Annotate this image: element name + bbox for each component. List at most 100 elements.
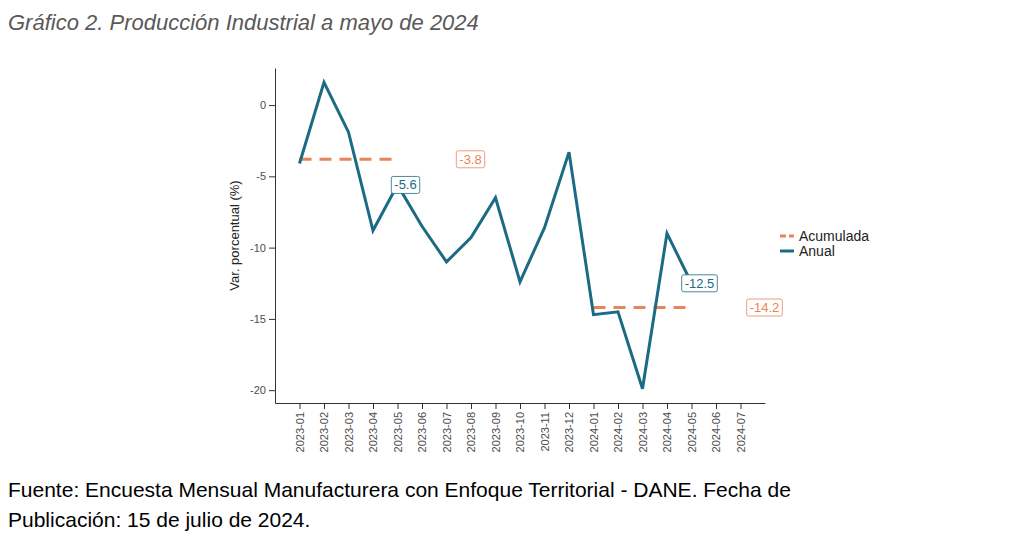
y-tick-label: -5 xyxy=(256,170,266,182)
y-tick: -15 xyxy=(250,313,275,325)
x-tick: 2024-03 xyxy=(637,403,649,452)
annotation: -12.5 xyxy=(682,275,718,292)
x-tick: 2023-02 xyxy=(318,403,330,452)
x-tick-mark xyxy=(300,403,301,409)
x-tick-label: 2023-12 xyxy=(563,412,575,452)
series-line xyxy=(300,159,692,307)
y-tick-label: -10 xyxy=(250,242,266,254)
plot-area xyxy=(300,82,692,388)
x-tick-label: 2024-07 xyxy=(735,412,747,452)
y-tick-label: 0 xyxy=(260,99,266,111)
source: Fuente: Encuesta Mensual Manufacturera c… xyxy=(8,478,791,501)
x-tick-label: 2024-03 xyxy=(637,412,649,452)
x-tick-mark xyxy=(471,403,472,409)
annotation-label: -5.6 xyxy=(394,177,416,192)
y-tick: 0 xyxy=(260,99,275,111)
legend: AcumuladaAnual xyxy=(780,228,869,259)
x-tick: 2023-08 xyxy=(465,403,477,452)
x-tick: 2023-10 xyxy=(514,403,526,452)
title: Gráfico 2. Producción Industrial a mayo … xyxy=(8,10,479,35)
x-tick-label: 2024-06 xyxy=(710,412,722,452)
x-tick: 2024-07 xyxy=(735,403,747,452)
legend-label: Acumulada xyxy=(799,228,869,244)
x-tick-mark xyxy=(496,403,497,409)
y-tick-mark xyxy=(269,176,275,177)
x-tick-mark xyxy=(569,403,570,409)
y-tick-mark xyxy=(269,248,275,249)
y-tick-mark xyxy=(269,105,275,106)
legend-item: Acumulada xyxy=(780,228,869,244)
x-tick-mark xyxy=(643,403,644,409)
x-tick-label: 2023-04 xyxy=(367,412,379,452)
annotations: -3.8 -5.6 -12.5 -14.2 xyxy=(391,151,782,316)
legend-item: Anual xyxy=(780,243,835,259)
x-tick-label: 2023-02 xyxy=(318,412,330,452)
series-line xyxy=(300,82,692,388)
x-tick-label: 2023-09 xyxy=(490,412,502,452)
annotation: -3.8 xyxy=(456,151,484,168)
x-tick-mark xyxy=(520,403,521,409)
x-tick-mark xyxy=(324,403,325,409)
y-axis-title: Var. porcentual (%) xyxy=(227,180,242,290)
annotation-label: -12.5 xyxy=(685,276,715,291)
x-tick: 2023-11 xyxy=(539,403,551,452)
x-tick-mark xyxy=(373,403,374,409)
x-tick-mark xyxy=(422,403,423,409)
x-tick-mark xyxy=(545,403,546,409)
x-tick-label: 2024-05 xyxy=(686,412,698,452)
x-tick-mark xyxy=(692,403,693,409)
x-tick-label: 2023-01 xyxy=(294,412,306,452)
legend-swatch xyxy=(780,235,794,238)
y-tick-label: -20 xyxy=(250,384,266,396)
x-tick-label: 2023-03 xyxy=(343,412,355,452)
x-tick-mark xyxy=(594,403,595,409)
x-tick: 2024-01 xyxy=(588,403,600,452)
x-tick-label: 2023-07 xyxy=(441,412,453,452)
chart: Gráfico 2. Producción Industrial a mayo … xyxy=(0,0,1024,548)
legend-swatch xyxy=(780,250,794,253)
x-tick-mark xyxy=(716,403,717,409)
x-tick-label: 2024-01 xyxy=(588,412,600,452)
x-tick-mark xyxy=(741,403,742,409)
x-tick: 2023-07 xyxy=(441,403,453,452)
y-tick-label: -15 xyxy=(250,313,266,325)
x-tick-label: 2023-05 xyxy=(392,412,404,452)
x-tick: 2023-09 xyxy=(490,403,502,452)
x-tick-label: 2023-06 xyxy=(416,412,428,452)
x-tick: 2024-04 xyxy=(661,403,673,452)
y-tick: -20 xyxy=(250,384,275,396)
y-tick-mark xyxy=(269,319,275,320)
y-axis: -20 -15 -10 -5 0 xyxy=(250,69,275,404)
x-tick: 2023-01 xyxy=(294,403,306,452)
x-tick: 2023-05 xyxy=(392,403,404,452)
y-tick: -10 xyxy=(250,242,275,254)
x-tick-mark xyxy=(349,403,350,409)
x-tick: 2023-12 xyxy=(563,403,575,452)
x-tick-label: 2023-10 xyxy=(514,412,526,452)
x-tick-mark xyxy=(447,403,448,409)
x-tick: 2024-05 xyxy=(686,403,698,452)
annotation-box xyxy=(391,176,419,193)
source: Publicación: 15 de julio de 2024. xyxy=(8,508,310,531)
y-axis-line xyxy=(275,69,276,404)
x-tick: 2024-06 xyxy=(710,403,722,452)
x-tick: 2023-03 xyxy=(343,403,355,452)
legend-label: Anual xyxy=(799,243,835,259)
x-tick: 2023-06 xyxy=(416,403,428,452)
x-tick: 2023-04 xyxy=(367,403,379,452)
y-tick: -5 xyxy=(256,170,275,182)
annotation-label: -14.2 xyxy=(750,300,780,315)
x-tick-label: 2023-11 xyxy=(539,412,551,452)
x-tick-mark xyxy=(398,403,399,409)
x-tick-label: 2024-04 xyxy=(661,412,673,452)
x-axis: 2023-01 2023-02 2023-03 2023-04 2023-05 2023-… xyxy=(276,403,766,452)
x-tick-mark xyxy=(667,403,668,409)
annotation-box xyxy=(747,299,783,316)
x-tick-label: 2024-02 xyxy=(612,412,624,452)
annotation-label: -3.8 xyxy=(459,152,481,167)
annotation-box xyxy=(682,275,718,292)
annotation: -5.6 xyxy=(391,176,419,193)
x-tick: 2024-02 xyxy=(612,403,624,452)
annotation-box xyxy=(456,151,484,168)
annotation: -14.2 xyxy=(747,299,783,316)
